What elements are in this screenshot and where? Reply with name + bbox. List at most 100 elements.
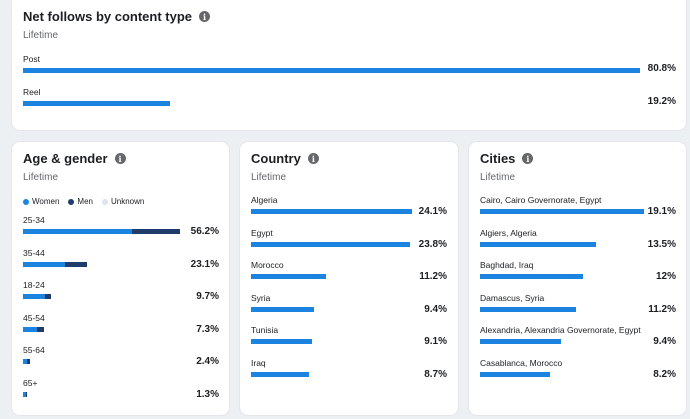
value-bar[interactable] bbox=[251, 339, 312, 344]
value-bar[interactable] bbox=[480, 274, 583, 279]
bar-track bbox=[251, 371, 416, 377]
bar-track bbox=[23, 101, 643, 106]
row-percent: 24.1% bbox=[418, 206, 447, 217]
bar-track bbox=[480, 241, 645, 247]
value-bar[interactable] bbox=[251, 274, 327, 279]
country-row: Iraq 8.7% bbox=[251, 358, 447, 380]
info-icon[interactable]: i bbox=[114, 153, 126, 164]
row-label: Alexandria, Alexandria Governorate, Egyp… bbox=[480, 325, 641, 335]
age-gender-row: 45-54 7.3% bbox=[23, 313, 219, 335]
women-bar[interactable] bbox=[23, 326, 37, 332]
row-percent: 9.7% bbox=[196, 291, 219, 302]
row-percent: 56.2% bbox=[190, 226, 219, 237]
legend-men: Men bbox=[68, 197, 93, 206]
row-percent: 11.2% bbox=[419, 271, 447, 282]
row-percent: 9.4% bbox=[424, 303, 447, 315]
value-bar[interactable] bbox=[480, 371, 551, 377]
age-gender-row: 55-64 2.4% bbox=[23, 345, 219, 367]
bar-track bbox=[251, 339, 416, 344]
bar-track bbox=[480, 274, 645, 279]
bar-track bbox=[480, 306, 645, 312]
bar-track bbox=[251, 306, 416, 312]
value-bar[interactable] bbox=[251, 241, 411, 247]
women-dot-icon bbox=[23, 198, 29, 205]
info-icon[interactable]: i bbox=[199, 11, 211, 22]
row-label: Algiers, Algeria bbox=[480, 227, 537, 238]
women-bar[interactable] bbox=[23, 294, 46, 299]
country-row: Tunisia 9.1% bbox=[251, 325, 447, 347]
row-percent: 9.1% bbox=[424, 336, 447, 347]
women-bar[interactable] bbox=[23, 229, 133, 234]
value-bar[interactable] bbox=[251, 209, 413, 214]
row-percent: 1.3% bbox=[196, 388, 219, 400]
row-label: Cairo, Cairo Governorate, Egypt bbox=[480, 195, 602, 205]
row-percent: 7.3% bbox=[196, 323, 219, 335]
value-bar[interactable] bbox=[480, 209, 644, 214]
men-bar[interactable] bbox=[132, 229, 180, 234]
info-icon[interactable]: i bbox=[307, 153, 319, 164]
country-title: Country bbox=[251, 151, 301, 166]
value-bar[interactable] bbox=[480, 306, 576, 312]
info-icon[interactable]: i bbox=[522, 153, 534, 164]
age-gender-subtitle: Lifetime bbox=[23, 172, 59, 183]
bar-track bbox=[480, 209, 645, 214]
bar-track bbox=[251, 274, 416, 279]
content-type-title: Net follows by content type bbox=[23, 9, 193, 24]
men-bar[interactable] bbox=[27, 359, 30, 364]
row-percent: 2.4% bbox=[196, 356, 219, 367]
cities-row: Baghdad, Iraq 12% bbox=[480, 260, 676, 282]
row-label: Syria bbox=[251, 292, 271, 303]
row-percent: 8.2% bbox=[653, 368, 676, 380]
value-bar[interactable] bbox=[480, 241, 596, 247]
row-percent: 13.5% bbox=[647, 238, 676, 250]
age-gender-row: 18-24 9.7% bbox=[23, 280, 219, 302]
men-bar[interactable] bbox=[45, 294, 51, 299]
row-label: Damascus, Syria bbox=[480, 292, 545, 303]
country-subtitle: Lifetime bbox=[251, 172, 287, 183]
bar-track bbox=[251, 241, 416, 247]
row-percent: 8.7% bbox=[424, 368, 447, 380]
bar-track bbox=[23, 229, 183, 234]
bar-track bbox=[23, 359, 183, 364]
row-label: 18-24 bbox=[23, 280, 45, 290]
bar-track bbox=[23, 261, 183, 267]
legend-women: Women bbox=[23, 197, 59, 206]
row-label: Morocco bbox=[251, 260, 284, 270]
cities-row: Algiers, Algeria 13.5% bbox=[480, 228, 676, 250]
row-label: Reel bbox=[23, 87, 41, 97]
row-label: 55-64 bbox=[23, 345, 45, 355]
row-label: Tunisia bbox=[251, 325, 279, 335]
bar-track bbox=[23, 391, 183, 397]
men-bar[interactable] bbox=[25, 391, 27, 397]
row-label: 25-34 bbox=[23, 215, 45, 225]
cities-card: Cities i Lifetime Cairo, Cairo Governora… bbox=[469, 142, 686, 415]
men-bar[interactable] bbox=[37, 326, 44, 332]
women-bar[interactable] bbox=[23, 261, 65, 267]
bar-track bbox=[480, 339, 645, 344]
value-bar[interactable] bbox=[23, 101, 170, 106]
bar-track bbox=[251, 209, 416, 214]
cities-row: Alexandria, Alexandria Governorate, Egyp… bbox=[480, 325, 676, 347]
age-gender-legend: Women Men Unknown bbox=[23, 197, 144, 206]
content-type-subtitle: Lifetime bbox=[23, 30, 59, 41]
row-label: Baghdad, Iraq bbox=[480, 260, 534, 270]
bar-track bbox=[480, 371, 645, 377]
country-card: Country i Lifetime Algeria 24.1% Egypt 23.8… bbox=[240, 142, 458, 415]
row-percent: 19.1% bbox=[647, 206, 676, 217]
bar-track bbox=[23, 294, 183, 299]
row-label: Post bbox=[23, 54, 41, 64]
women-bar[interactable] bbox=[23, 391, 26, 397]
age-gender-row: 25-34 56.2% bbox=[23, 215, 219, 237]
cities-row: Casablanca, Morocco 8.2% bbox=[480, 358, 676, 380]
value-bar[interactable] bbox=[23, 68, 641, 73]
men-dot-icon bbox=[68, 198, 75, 205]
bar-track bbox=[23, 68, 643, 73]
value-bar[interactable] bbox=[251, 306, 314, 312]
value-bar[interactable] bbox=[251, 371, 310, 377]
row-label: Casablanca, Morocco bbox=[480, 357, 563, 368]
women-bar[interactable] bbox=[23, 359, 28, 364]
men-bar[interactable] bbox=[65, 261, 88, 267]
row-label: Egypt bbox=[251, 227, 273, 238]
legend-unknown: Unknown bbox=[101, 197, 144, 206]
value-bar[interactable] bbox=[480, 339, 561, 344]
